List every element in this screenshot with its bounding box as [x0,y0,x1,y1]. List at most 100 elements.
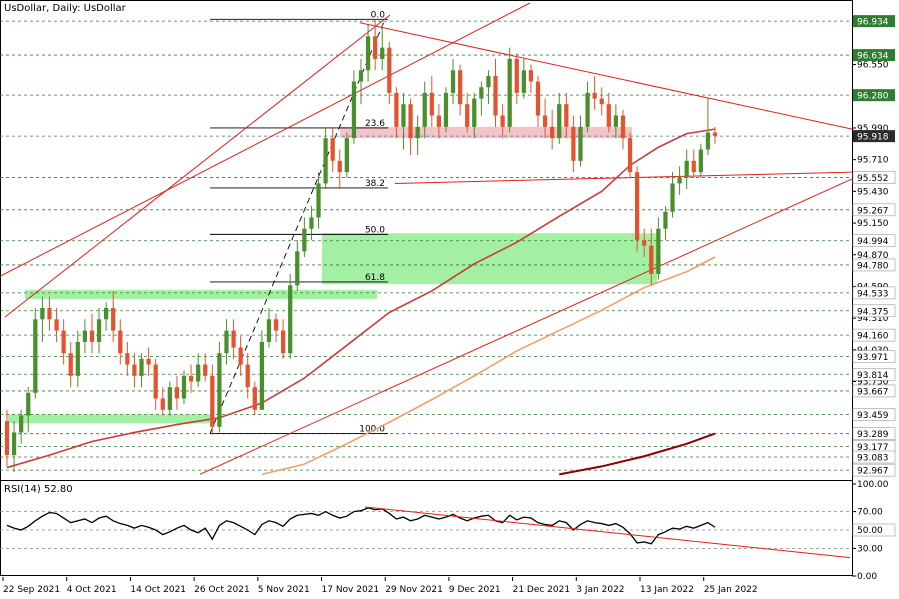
fib-label: 50.0 [365,225,385,235]
time-axis-label: 13 Jan 2022 [640,585,694,595]
candle-body [472,98,477,127]
candle-body [705,132,711,150]
level-label-box [852,384,896,398]
candle-body [500,115,505,127]
rsi-axis-label: 70.00 [857,508,883,518]
candle-body [429,92,434,116]
fib-label: 23.6 [365,119,385,129]
candle-body [118,330,123,354]
candle-body [436,115,442,127]
candle-body [188,375,194,382]
zone-green [8,414,212,424]
candle-body [387,47,392,93]
candle-body [11,432,17,456]
candle-body [68,353,73,376]
candle-body [40,307,45,320]
fib-label: 38.2 [365,179,385,189]
level-label-box [852,367,896,381]
fib-label: 0.0 [371,10,386,20]
time-axis-label: 25 Jan 2022 [704,585,758,595]
candle-body [415,126,420,139]
candle-body [351,81,357,139]
chart-title: UsDollar, Daily: UsDollar [4,3,126,14]
level-label-box [852,350,896,363]
candle-body [465,104,470,127]
level-label: 93.459 [857,411,889,421]
candle-body [280,330,286,354]
time-axis-label: 17 Nov 2021 [322,585,380,595]
candle-body [422,92,427,127]
candle-body [61,330,66,354]
candle-body [493,75,498,116]
candle-body [365,36,371,71]
level-label-box [852,234,896,248]
candle-body [203,364,208,376]
level-label-box [852,427,896,441]
candle-body [557,104,562,139]
level-label-box [852,258,896,272]
time-axis-label: 26 Oct 2021 [194,585,250,595]
candle-body [380,47,385,59]
rsi-title: RSI(14) 52.80 [4,484,73,495]
rsi-panel-frame [0,480,853,576]
price-axis: 96.550 96.280 95.990 95.710 95.430 95.150 94.8… [852,15,896,477]
candle-body [139,358,144,376]
time-axis-label: 9 Dec 2021 [449,585,501,595]
candle-body [408,104,413,139]
moving-average-line [559,432,716,476]
candle-body [712,132,718,136]
time-axis-label: 4 Oct 2021 [67,585,117,595]
candle-body [33,319,38,393]
candle-body [96,319,102,342]
level-label-box [852,328,896,342]
zone-green [322,233,657,285]
candle-body [373,36,378,59]
candle-body [309,217,314,229]
candle-body [111,307,116,331]
fib-label: 61.8 [365,273,385,283]
candle-body [337,160,342,173]
candle-body [323,138,328,184]
level-label: 94.533 [857,289,889,299]
trendline [394,171,853,184]
candle-body [245,364,250,388]
candle-body [656,228,661,274]
level-label: 92.967 [857,467,889,477]
candle-body [288,285,293,354]
candle-body [479,87,484,99]
candle-body [252,387,257,410]
candle-body [295,251,300,286]
level-label-box [852,203,896,217]
candle-body [238,347,243,365]
level-label: 93.083 [857,454,889,464]
candle-body [507,58,512,127]
price-axis-label: 95.990 [857,124,889,134]
candle-body [649,245,654,274]
candle-body [620,115,626,139]
candle-body [457,70,463,105]
level-label-box [852,450,896,464]
fib-diagonal [209,19,386,434]
price-chart-panel: 0.0 23.6 38.2 50.0 61.8 100.0 [0,0,853,481]
candle-body [75,341,80,376]
price-axis-label: 93.750 [857,378,889,388]
candle-body [181,375,187,399]
moving-average-line [261,256,716,476]
level-label: 94.375 [857,307,889,317]
rsi-axis-label: 30.00 [857,544,883,554]
price-axis-label: 94.870 [857,251,889,261]
price-box-label: 95.918 [857,133,889,143]
candle-body [273,319,279,331]
fib-label: 100.0 [359,425,385,435]
candle-body [196,364,201,382]
candle-body [302,228,307,252]
time-axis-label: 29 Nov 2021 [385,585,443,595]
trendline [4,14,391,318]
candle-body [613,115,619,127]
rsi-axis-label: 100.00 [857,480,889,490]
candle-body [642,240,647,246]
candle-body [330,138,335,161]
zone-pink [340,126,632,139]
trendline [199,178,853,475]
